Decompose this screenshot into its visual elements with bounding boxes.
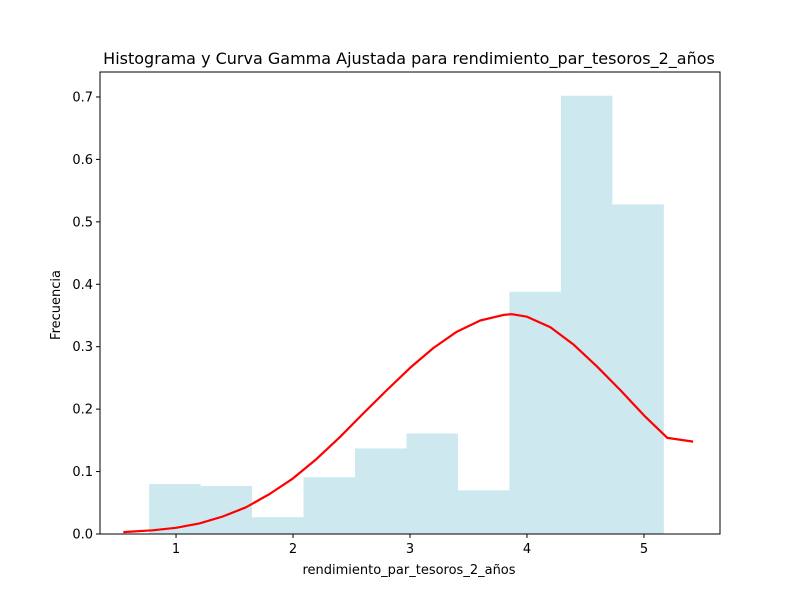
- histogram-bar: [457, 490, 510, 534]
- x-tick-label: 2: [289, 542, 297, 557]
- y-tick-label: 0.6: [72, 153, 93, 168]
- gamma-curve-layer: [123, 313, 694, 534]
- y-tick-label: 0.0: [72, 528, 93, 543]
- y-tick-label: 0.4: [72, 278, 93, 293]
- axes: 1 2 3 4 5 0.0 0.1 0.2 0.3 0.4 0.5 0.6 0.7: [72, 71, 721, 557]
- y-tick-label: 0.2: [72, 403, 93, 418]
- x-tick-label: 5: [640, 542, 648, 557]
- histogram-bar: [560, 95, 613, 534]
- y-tick-label: 0.1: [72, 465, 93, 480]
- histogram-bar: [406, 433, 458, 534]
- gamma-fit-curve: [123, 313, 694, 534]
- histogram-bar: [149, 484, 201, 534]
- y-tick-label: 0.5: [72, 215, 93, 230]
- histogram-bar: [252, 517, 304, 534]
- x-axis-label: rendimiento_par_tesoros_2_años: [302, 563, 515, 578]
- x-tick-label: 3: [406, 542, 414, 557]
- histogram-bar: [355, 448, 407, 534]
- histogram-bar: [612, 204, 664, 534]
- y-tick-label: 0.7: [72, 90, 93, 105]
- x-tick-label: 4: [523, 542, 531, 557]
- y-tick-label: 0.3: [72, 340, 93, 355]
- chart-title: Histograma y Curva Gamma Ajustada para r…: [103, 49, 715, 69]
- histogram-bar: [509, 291, 561, 534]
- x-tick-label: 1: [172, 542, 180, 557]
- histogram-bar: [200, 485, 253, 534]
- histogram-bar: [303, 477, 356, 534]
- histogram-bars: [149, 95, 664, 534]
- y-axis-label: Frecuencia: [49, 270, 64, 340]
